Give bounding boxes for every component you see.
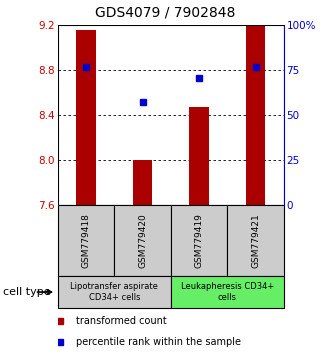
Bar bbox=[171, 205, 227, 276]
Bar bbox=[114, 205, 171, 276]
Text: transformed count: transformed count bbox=[76, 316, 167, 326]
Text: GSM779420: GSM779420 bbox=[138, 213, 147, 268]
Bar bbox=[58, 276, 171, 308]
Text: cell type: cell type bbox=[3, 287, 51, 297]
Text: percentile rank within the sample: percentile rank within the sample bbox=[76, 337, 241, 348]
Bar bbox=[246, 25, 265, 205]
Bar bbox=[189, 107, 209, 205]
Text: GSM779421: GSM779421 bbox=[251, 213, 260, 268]
Bar bbox=[76, 30, 96, 205]
Bar bbox=[171, 276, 284, 308]
Bar bbox=[133, 160, 152, 205]
Text: GSM779419: GSM779419 bbox=[194, 213, 204, 268]
Bar bbox=[227, 205, 284, 276]
Text: GSM779418: GSM779418 bbox=[82, 213, 90, 268]
Text: Leukapheresis CD34+
cells: Leukapheresis CD34+ cells bbox=[181, 282, 274, 302]
Text: Lipotransfer aspirate
CD34+ cells: Lipotransfer aspirate CD34+ cells bbox=[70, 282, 158, 302]
Bar bbox=[58, 205, 114, 276]
Text: GDS4079 / 7902848: GDS4079 / 7902848 bbox=[95, 5, 235, 19]
